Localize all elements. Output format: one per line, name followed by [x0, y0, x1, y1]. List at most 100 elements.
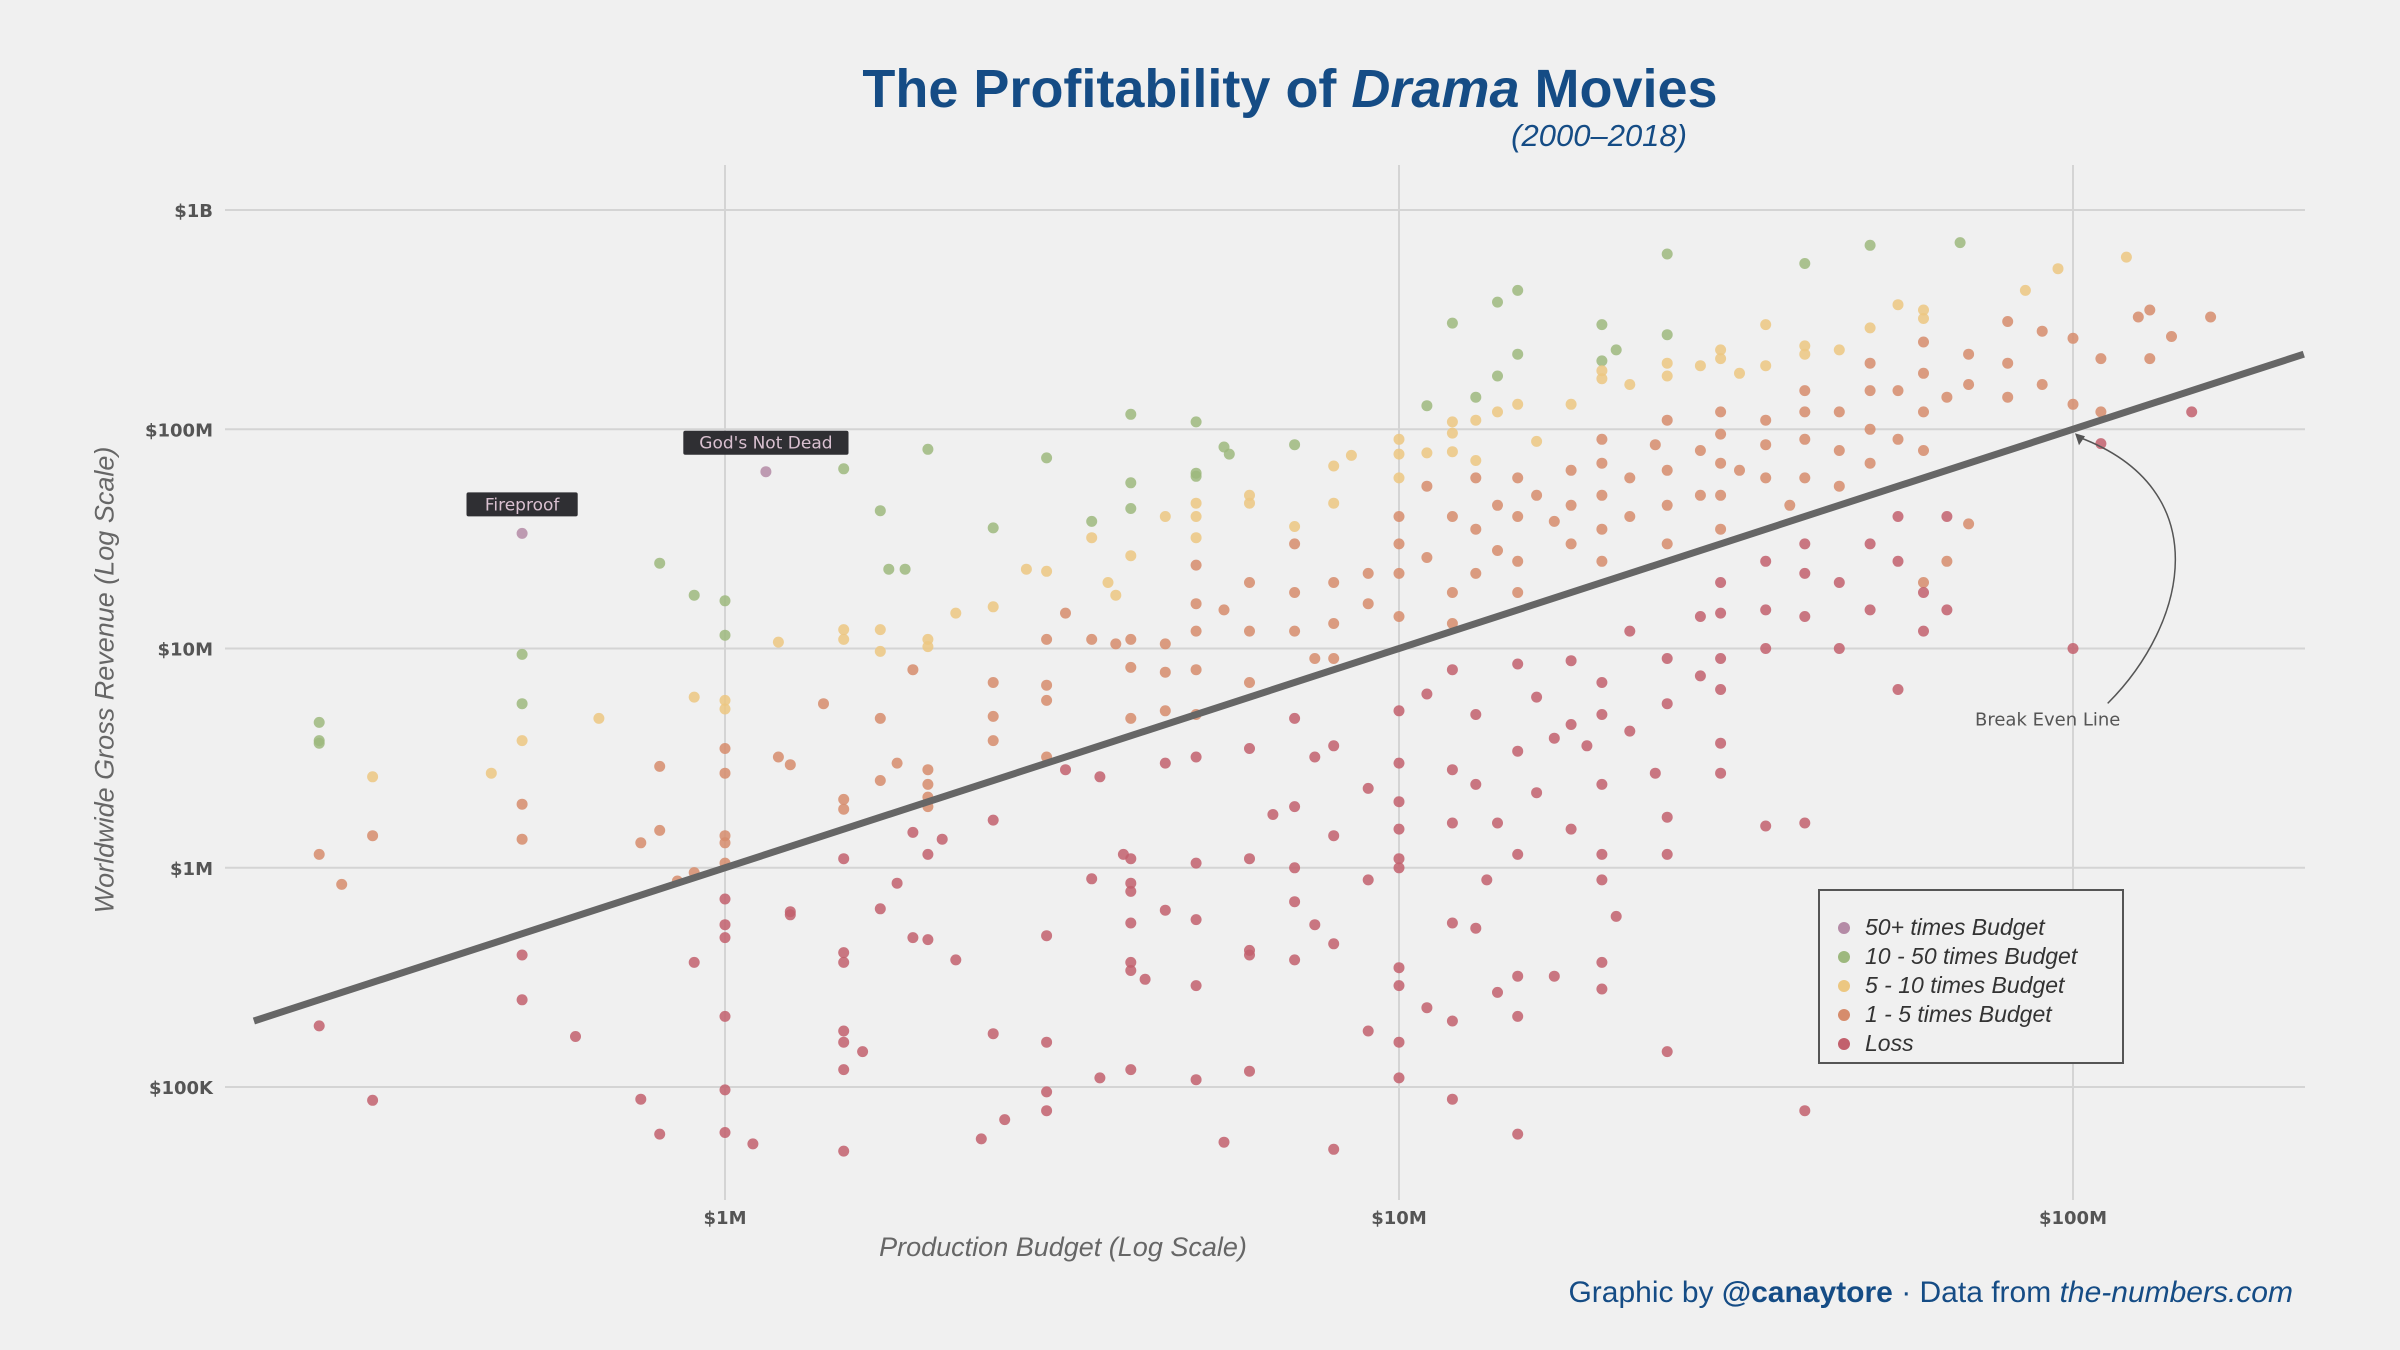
- data-point: [688, 589, 700, 601]
- data-point: [1446, 664, 1458, 676]
- legend-item: 10 - 50 times Budget: [1838, 942, 2122, 971]
- data-point: [1041, 1036, 1053, 1048]
- data-point: [1512, 398, 1524, 410]
- data-point: [1833, 643, 1845, 654]
- data-point: [1918, 313, 1929, 324]
- data-point: [838, 947, 850, 959]
- legend-label: 1 - 5 times Budget: [1865, 1001, 2052, 1027]
- data-point: [719, 932, 731, 944]
- data-point: [1328, 1143, 1340, 1155]
- data-point: [987, 1028, 999, 1040]
- data-point: [654, 1128, 666, 1140]
- data-point: [1624, 379, 1636, 390]
- data-point: [1125, 550, 1137, 562]
- data-point: [1125, 885, 1137, 897]
- data-point: [1565, 464, 1577, 476]
- data-point: [1799, 385, 1811, 397]
- data-point: [1041, 694, 1053, 706]
- data-point: [1094, 771, 1106, 783]
- data-point: [1624, 725, 1636, 737]
- data-point: [838, 633, 850, 645]
- legend-marker: [1838, 1037, 1850, 1050]
- data-point: [1548, 970, 1560, 982]
- data-point: [1159, 511, 1171, 522]
- data-point: [987, 735, 999, 747]
- data-point: [1244, 577, 1255, 588]
- data-point: [987, 710, 999, 722]
- data-point: [1190, 625, 1202, 637]
- data-point: [2186, 406, 2198, 418]
- data-point: [1393, 962, 1405, 974]
- data-point: [1244, 497, 1255, 509]
- data-point: [1760, 319, 1772, 331]
- data-point: [1565, 823, 1577, 835]
- data-point: [2036, 379, 2048, 390]
- data-point: [1125, 853, 1137, 865]
- data-point: [1918, 367, 1929, 379]
- data-point: [1393, 862, 1405, 874]
- legend: 50+ times Budget 10 - 50 times Budget 5 …: [1818, 889, 2124, 1064]
- data-point: [1760, 360, 1772, 372]
- data-point: [1421, 688, 1433, 700]
- data-point: [2002, 316, 2014, 327]
- data-point: [1125, 917, 1137, 929]
- data-point: [838, 956, 850, 968]
- break-even-label: Break Even Line: [1975, 709, 2120, 730]
- data-point: [1159, 666, 1171, 678]
- data-point: [1041, 565, 1053, 577]
- data-point: [1715, 353, 1727, 365]
- data-point: [1512, 745, 1524, 757]
- data-point: [2132, 311, 2144, 323]
- data-point: [719, 703, 731, 715]
- data-point: [1421, 552, 1433, 563]
- data-point: [516, 994, 528, 1006]
- data-point: [1481, 874, 1493, 886]
- data-point: [838, 853, 850, 865]
- data-point: [1760, 439, 1772, 451]
- data-point: [907, 826, 919, 838]
- data-point: [1661, 848, 1673, 860]
- data-point: [987, 601, 999, 613]
- data-point: [1328, 653, 1340, 664]
- data-point: [1393, 1072, 1405, 1084]
- data-point: [1694, 360, 1706, 372]
- credit-line: Graphic by @canaytore · Data from the-nu…: [1568, 1276, 2293, 1309]
- data-point: [1596, 319, 1608, 331]
- data-point: [1892, 555, 1904, 567]
- y-tick-label: $1B: [174, 201, 213, 222]
- legend-marker: [1838, 1008, 1850, 1021]
- data-point: [1309, 751, 1321, 763]
- data-point: [838, 1025, 850, 1037]
- data-point: [1694, 611, 1706, 622]
- data-point: [1512, 472, 1524, 484]
- chart-title: The Profitability of Drama Movies: [862, 59, 1718, 119]
- data-point: [1661, 811, 1673, 823]
- data-point: [1190, 664, 1202, 676]
- data-point: [1362, 567, 1374, 579]
- data-point: [1512, 1128, 1524, 1140]
- data-point: [313, 1020, 325, 1032]
- data-point: [838, 463, 850, 475]
- data-point: [1492, 296, 1503, 308]
- data-point: [772, 751, 784, 763]
- data-point: [1125, 661, 1137, 673]
- data-point: [1060, 764, 1071, 776]
- data-point: [922, 641, 934, 653]
- data-point: [1512, 1010, 1524, 1022]
- data-point: [313, 737, 325, 749]
- data-point: [1596, 956, 1608, 968]
- data-point: [1694, 445, 1706, 456]
- data-point: [950, 607, 962, 619]
- data-point: [1393, 980, 1405, 992]
- legend-label: Loss: [1865, 1030, 1914, 1056]
- data-point: [760, 466, 772, 478]
- y-tick-label: $10M: [158, 640, 214, 661]
- data-point: [1470, 922, 1482, 934]
- data-point: [1565, 398, 1577, 410]
- data-point: [1624, 472, 1636, 484]
- data-point: [516, 833, 528, 845]
- data-point: [1715, 767, 1727, 779]
- data-point: [1244, 489, 1255, 501]
- data-point: [1864, 423, 1876, 435]
